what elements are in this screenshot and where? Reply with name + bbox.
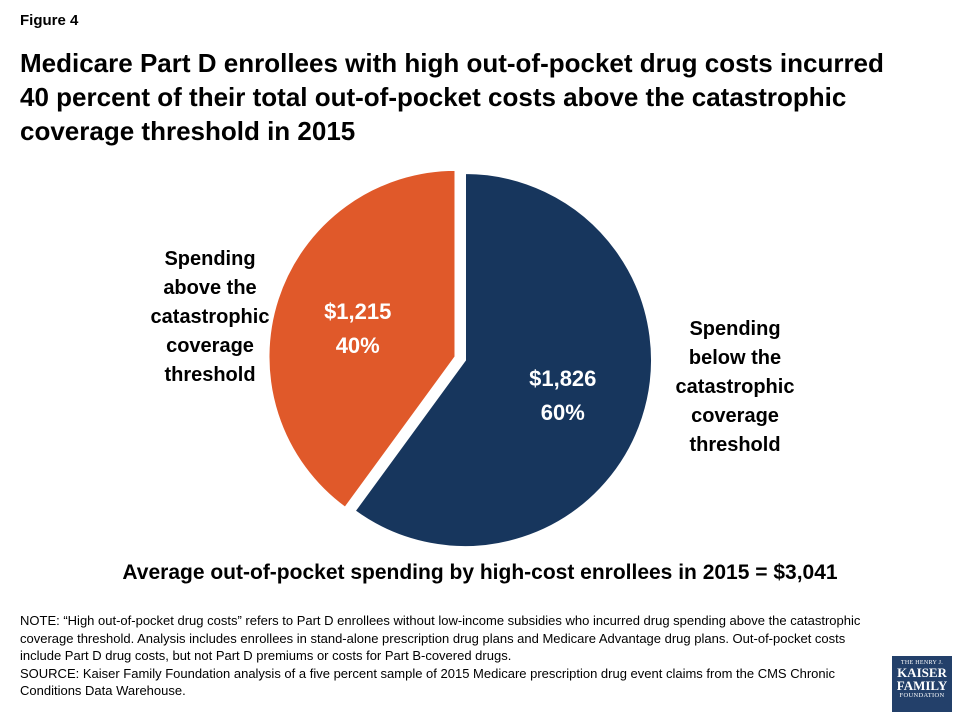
right-label-line: threshold <box>689 434 781 456</box>
pie-chart: $1,826 60% $1,215 40% <box>267 168 653 548</box>
note-text: NOTE: “High out-of-pocket drug costs” re… <box>20 613 861 663</box>
figure-label: Figure 4 <box>20 12 79 29</box>
pie-slice <box>353 171 653 548</box>
slice-percent-label: 40% <box>336 333 380 358</box>
logo-top-text: THE HENRY J. <box>900 660 944 666</box>
right-label-line: below the <box>688 347 782 369</box>
left-label-line: Spending <box>164 248 256 270</box>
notes: NOTE: “High out-of-pocket drug costs” re… <box>20 612 880 700</box>
right-label-line: catastrophic <box>675 376 795 398</box>
right-label-line: coverage <box>691 405 779 427</box>
left-label-line: catastrophic <box>150 306 270 328</box>
logo-line1: KAISER <box>897 665 947 680</box>
legend-label-above-threshold: Spending above the catastrophic coverage… <box>130 245 290 390</box>
logo-line2: FAMILY <box>896 678 948 693</box>
right-label-line: Spending <box>689 318 781 340</box>
kff-logo: THE HENRY J. KAISER FAMILY FOUNDATION <box>892 656 952 712</box>
left-label-line: threshold <box>164 364 256 386</box>
left-label-line: above the <box>163 277 257 299</box>
logo-bottom-text: FOUNDATION <box>899 692 945 699</box>
slice-value-label: $1,215 <box>324 299 391 324</box>
chart-title: Medicare Part D enrollees with high out-… <box>20 48 884 146</box>
summary-text: Average out-of-pocket spending by high-c… <box>122 561 838 584</box>
pie-slice <box>267 168 457 510</box>
slice-percent-label: 60% <box>541 400 585 425</box>
slice-value-label: $1,826 <box>529 366 596 391</box>
source-text: SOURCE: Kaiser Family Foundation analysi… <box>20 665 836 699</box>
legend-label-below-threshold: Spending below the catastrophic coverage… <box>655 315 815 460</box>
left-label-line: coverage <box>166 335 254 357</box>
